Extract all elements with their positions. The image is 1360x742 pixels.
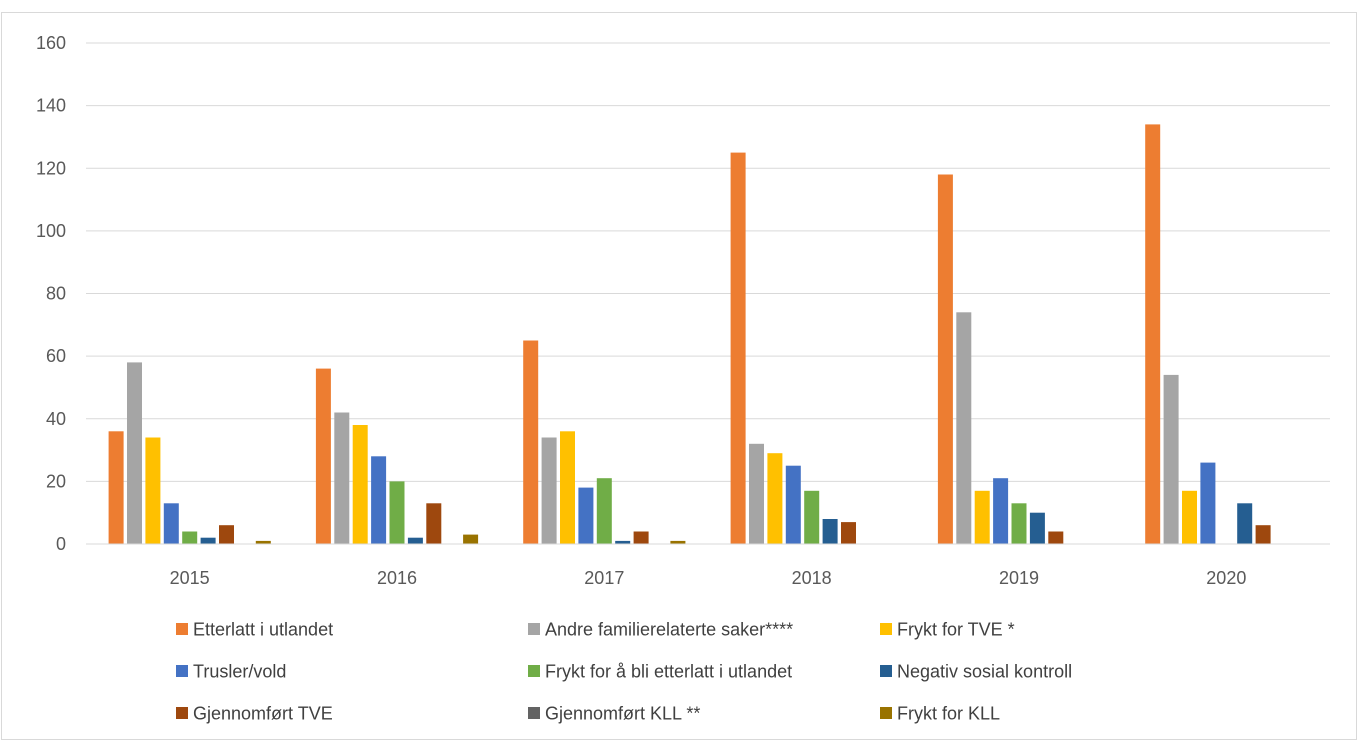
bar bbox=[730, 152, 746, 544]
y-tick-label: 0 bbox=[56, 534, 66, 554]
bar bbox=[426, 503, 442, 544]
bar bbox=[1145, 124, 1161, 545]
legend-swatch bbox=[176, 665, 188, 677]
x-tick-label: 2019 bbox=[999, 568, 1039, 588]
bar bbox=[315, 368, 331, 544]
bar bbox=[767, 453, 783, 544]
chart-frame bbox=[1, 12, 1357, 740]
bar bbox=[352, 425, 368, 544]
y-tick-label: 60 bbox=[46, 346, 66, 366]
bar bbox=[956, 312, 972, 544]
bar bbox=[219, 525, 234, 544]
bars bbox=[108, 124, 1271, 545]
bar bbox=[255, 540, 271, 544]
bar bbox=[523, 340, 539, 544]
legend: Etterlatt i utlandet Andre familierelater… bbox=[176, 620, 1072, 724]
bar bbox=[145, 437, 161, 544]
bar bbox=[560, 431, 575, 544]
bar bbox=[841, 522, 856, 544]
legend-label: Trusler/vold bbox=[193, 662, 286, 682]
bar bbox=[1200, 462, 1216, 544]
bar bbox=[1237, 503, 1253, 544]
bar bbox=[1048, 531, 1064, 544]
bar bbox=[108, 431, 124, 544]
x-tick-label: 2020 bbox=[1206, 568, 1246, 588]
y-axis-tick-labels: 0 20 40 60 80 100 120 140 160 bbox=[36, 33, 66, 554]
legend-item: Andre familierelaterte saker**** bbox=[528, 620, 793, 640]
legend-item: Frykt for TVE * bbox=[880, 620, 1015, 640]
legend-label: Gjennomført TVE bbox=[193, 704, 333, 724]
bar bbox=[200, 537, 216, 544]
legend-swatch bbox=[176, 623, 188, 635]
bar bbox=[785, 465, 801, 544]
bar bbox=[670, 540, 686, 544]
bar bbox=[1255, 525, 1271, 544]
legend-label: Frykt for TVE * bbox=[897, 620, 1015, 640]
bar bbox=[615, 540, 631, 544]
y-tick-label: 140 bbox=[36, 96, 66, 116]
legend-swatch bbox=[528, 707, 540, 719]
bar bbox=[596, 478, 612, 544]
legend-label: Andre familierelaterte saker**** bbox=[545, 620, 793, 640]
legend-swatch bbox=[880, 707, 892, 719]
legend-label: Gjennomført KLL ** bbox=[545, 704, 700, 724]
legend-swatch bbox=[880, 623, 892, 635]
bar bbox=[1182, 490, 1197, 544]
legend-item: Trusler/vold bbox=[176, 662, 286, 682]
bar bbox=[1163, 374, 1179, 544]
bar bbox=[633, 531, 649, 544]
y-tick-label: 40 bbox=[46, 409, 66, 429]
legend-label: Frykt for å bli etterlatt i utlandet bbox=[545, 662, 792, 682]
x-axis-tick-labels: 2015 2016 2017 2018 2019 2020 bbox=[170, 568, 1247, 588]
bar bbox=[1011, 503, 1027, 544]
legend-swatch bbox=[528, 623, 540, 635]
legend-swatch bbox=[880, 665, 892, 677]
legend-label: Frykt for KLL bbox=[897, 704, 1000, 724]
y-tick-label: 20 bbox=[46, 471, 66, 491]
bar bbox=[937, 174, 953, 544]
y-tick-label: 120 bbox=[36, 158, 66, 178]
y-tick-label: 100 bbox=[36, 221, 66, 241]
gridlines bbox=[86, 42, 1330, 482]
bar bbox=[822, 519, 838, 544]
bar bbox=[578, 487, 594, 544]
bar bbox=[389, 481, 405, 544]
bar bbox=[974, 490, 990, 544]
x-tick-label: 2015 bbox=[170, 568, 210, 588]
legend-label: Negativ sosial kontroll bbox=[897, 662, 1072, 682]
bar bbox=[127, 362, 142, 544]
x-tick-label: 2018 bbox=[792, 568, 832, 588]
y-tick-label: 80 bbox=[46, 284, 66, 304]
bar bbox=[182, 531, 198, 544]
y-tick-label: 160 bbox=[36, 33, 66, 53]
bar bbox=[993, 478, 1009, 544]
bar bbox=[334, 412, 350, 544]
legend-item: Frykt for KLL bbox=[880, 704, 1000, 724]
legend-item: Negativ sosial kontroll bbox=[880, 662, 1072, 682]
bar bbox=[541, 437, 557, 544]
bar bbox=[371, 456, 387, 544]
legend-swatch bbox=[176, 707, 188, 719]
bar bbox=[804, 490, 820, 544]
bar bbox=[163, 503, 179, 544]
x-tick-label: 2016 bbox=[377, 568, 417, 588]
legend-label: Etterlatt i utlandet bbox=[193, 620, 333, 640]
legend-item: Frykt for å bli etterlatt i utlandet bbox=[528, 662, 792, 682]
legend-item: Gjennomført TVE bbox=[176, 704, 333, 724]
x-tick-label: 2017 bbox=[584, 568, 624, 588]
bar bbox=[407, 537, 423, 544]
bar bbox=[1029, 512, 1045, 544]
bar bbox=[749, 443, 764, 544]
legend-item: Gjennomført KLL ** bbox=[528, 704, 700, 724]
legend-swatch bbox=[528, 665, 540, 677]
legend-item: Etterlatt i utlandet bbox=[176, 620, 333, 640]
bar bbox=[463, 534, 479, 544]
